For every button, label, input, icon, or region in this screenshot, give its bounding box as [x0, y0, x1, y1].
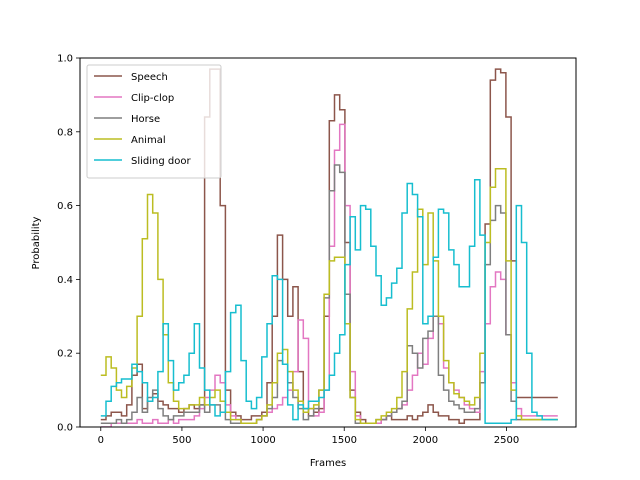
x-tick-label: 1500 — [332, 435, 357, 446]
series-line-horse — [100, 164, 558, 425]
series-line-sliding-door — [100, 179, 558, 425]
legend-label-horse: Horse — [131, 114, 160, 125]
legend-label-clip-clop: Clip-clop — [131, 93, 174, 104]
y-tick-label: 0.2 — [57, 349, 73, 360]
y-tick-label: 0.6 — [57, 201, 73, 212]
y-tick-label: 0.8 — [57, 127, 73, 138]
y-axis: 0.0 0.2 0.4 0.6 0.8 1.0 — [57, 54, 80, 434]
x-tick-label: 1000 — [250, 435, 275, 446]
x-tick-label: 0 — [98, 435, 104, 446]
series-line-speech — [100, 68, 558, 425]
y-axis-label: Probability — [31, 216, 42, 269]
legend-box — [86, 64, 222, 179]
x-axis-label: Frames — [310, 458, 346, 469]
plot-frame — [79, 57, 577, 428]
y-tick-label: 0.0 — [57, 423, 73, 434]
legend-label-animal: Animal — [131, 135, 166, 146]
legend: Speech Clip-clop Horse Animal Sliding door — [86, 64, 222, 179]
y-tick-label: 1.0 — [57, 54, 73, 65]
x-axis: 0 500 1000 1500 2000 2500 — [98, 427, 519, 446]
series-layer — [100, 68, 558, 427]
x-tick-label: 2000 — [413, 435, 438, 446]
y-tick-label: 0.4 — [57, 275, 73, 286]
legend-label-sliding-door: Sliding door — [131, 156, 191, 167]
x-tick-label: 500 — [172, 435, 191, 446]
x-tick-label: 2500 — [494, 435, 519, 446]
legend-label-speech: Speech — [131, 72, 168, 83]
